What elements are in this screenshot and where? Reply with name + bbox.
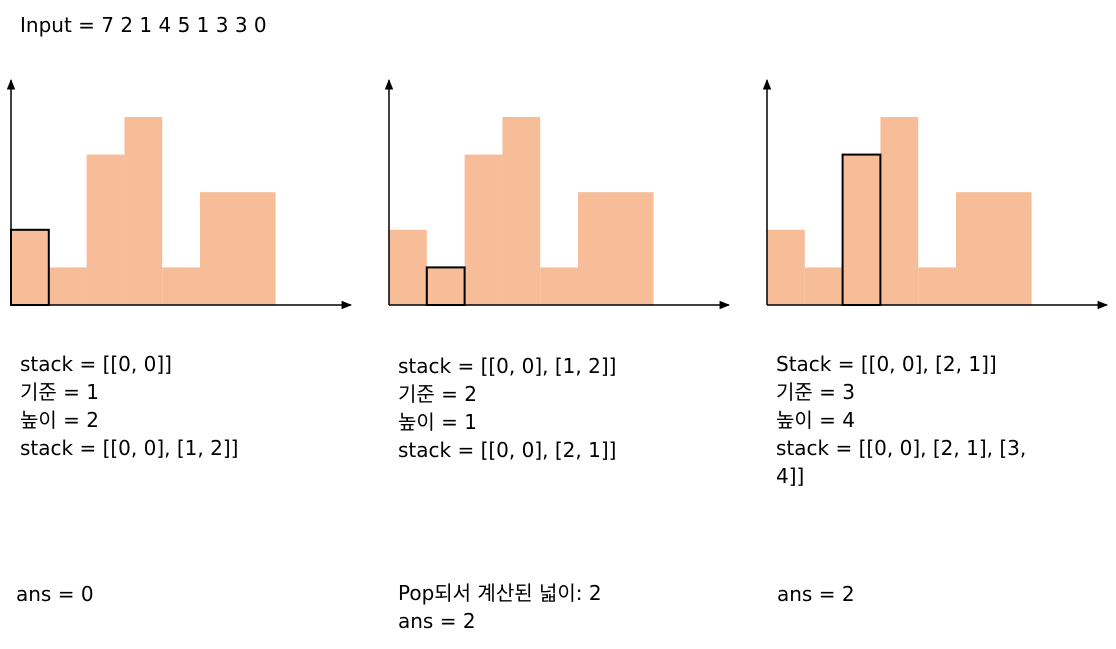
panel-1-state: stack = [[0, 0]] 기준 = 1 높이 = 2 stack = [… [20, 350, 238, 462]
histogram-bar [162, 267, 200, 305]
panel-2-stack-after: stack = [[0, 0], [2, 1]] [398, 438, 617, 462]
histogram-panel-3 [762, 78, 1109, 310]
panel-3-state: Stack = [[0, 0], [2, 1]] 기준 = 3 높이 = 4 s… [776, 350, 1026, 490]
panel-1-ans: ans = 0 [16, 582, 94, 606]
histogram-bar [540, 267, 578, 305]
histogram-bar [124, 117, 163, 305]
histogram-bar [956, 192, 1032, 305]
histogram-bar [389, 229, 427, 305]
panel-2-result: Pop되서 계산된 넓이: 2 ans = 2 [398, 579, 602, 635]
panel-3-stack-after-wrap: 4]] [776, 464, 805, 488]
panel-1-stack-before: stack = [[0, 0]] [20, 352, 172, 376]
histogram-bar [767, 229, 805, 305]
histogram-bar [200, 192, 276, 305]
panel-2-stack-before: stack = [[0, 0], [1, 2]] [398, 354, 617, 378]
panel-1-base: 기준 = 1 [20, 380, 99, 404]
histogram-bar [426, 267, 465, 305]
panel-3-stack-before: Stack = [[0, 0], [2, 1]] [776, 352, 997, 376]
panel-3-height: 높이 = 4 [776, 408, 855, 432]
histogram-bar [464, 154, 503, 305]
histogram-bar [918, 267, 956, 305]
histogram-panel-2 [384, 78, 731, 310]
panel-1-height: 높이 = 2 [20, 408, 99, 432]
histogram-bar [48, 267, 87, 305]
histogram-bar [804, 267, 843, 305]
panel-3-stack-after: stack = [[0, 0], [2, 1], [3, [776, 436, 1027, 460]
histogram-bar [502, 117, 541, 305]
panel-2-base: 기준 = 2 [398, 382, 477, 406]
panel-3-ans: ans = 2 [777, 582, 855, 606]
histogram-bar [880, 117, 919, 305]
panel-3-result: ans = 2 [777, 580, 855, 608]
histogram-bar [578, 192, 654, 305]
panel-3-base: 기준 = 3 [776, 380, 855, 404]
panel-2-popped-area: Pop되서 계산된 넓이: 2 [398, 581, 602, 605]
histogram-panel-1 [6, 78, 353, 310]
panel-2-state: stack = [[0, 0], [1, 2]] 기준 = 2 높이 = 1 s… [398, 352, 616, 464]
panel-1-result: ans = 0 [16, 580, 94, 608]
panel-1-stack-after: stack = [[0, 0], [1, 2]] [20, 436, 239, 460]
input-label: Input = 7 2 1 4 5 1 3 3 0 [20, 13, 267, 37]
histogram-bar [11, 229, 49, 305]
panel-2-ans: ans = 2 [398, 609, 476, 633]
panel-2-height: 높이 = 1 [398, 410, 477, 434]
histogram-bar [86, 154, 125, 305]
histogram-bar [842, 154, 881, 305]
